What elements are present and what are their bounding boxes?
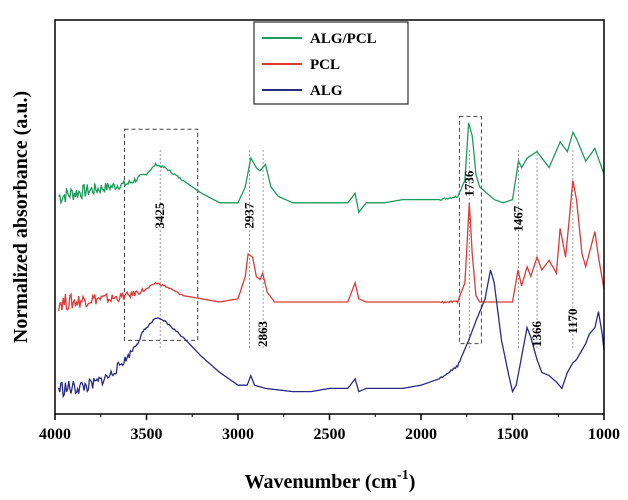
- x-tick-label-1000: 1000: [588, 426, 620, 443]
- highlight-boxes: [124, 115, 482, 345]
- peak-label-1170: 1170: [565, 309, 580, 334]
- x-tick-label-3500: 3500: [131, 426, 163, 443]
- spectra-series: [58, 122, 605, 399]
- highlight-box-0: [124, 128, 199, 341]
- x-axis-ticks: 4000 3500 3000 2500 2000 1500 1000: [39, 414, 620, 443]
- reference-lines: [159, 150, 574, 350]
- series-line-pcl: [58, 180, 605, 311]
- series-line-alg-pcl: [58, 122, 605, 215]
- legend-label-0: ALG/PCL: [310, 31, 377, 47]
- series-line-alg: [58, 269, 605, 399]
- x-tick-label-2500: 2500: [314, 426, 346, 443]
- peak-label-3425: 3425: [152, 202, 167, 229]
- x-axis-label: Wavenumber (cm-1): [245, 468, 416, 493]
- x-tick-label-4000: 4000: [39, 426, 71, 443]
- legend-label-1: PCL: [310, 57, 340, 73]
- peak-label-1366: 1366: [529, 321, 544, 348]
- peak-label-2863: 2863: [255, 321, 270, 348]
- y-axis-label: Normalized absorbance (a.u.): [10, 91, 32, 343]
- legend-label-2: ALG: [310, 83, 343, 99]
- x-tick-label-2000: 2000: [405, 426, 437, 443]
- x-tick-label-1500: 1500: [497, 426, 529, 443]
- peak-label-1467: 1467: [511, 205, 526, 232]
- legend: ALG/PCL PCL ALG: [253, 21, 409, 105]
- peak-annotations: 3425 2937 2863 1736 1467 1366 1170: [152, 170, 580, 347]
- peak-label-1736: 1736: [461, 170, 476, 197]
- peak-label-2937: 2937: [242, 202, 257, 229]
- x-tick-label-3000: 3000: [222, 426, 254, 443]
- highlight-box-1: [458, 115, 482, 345]
